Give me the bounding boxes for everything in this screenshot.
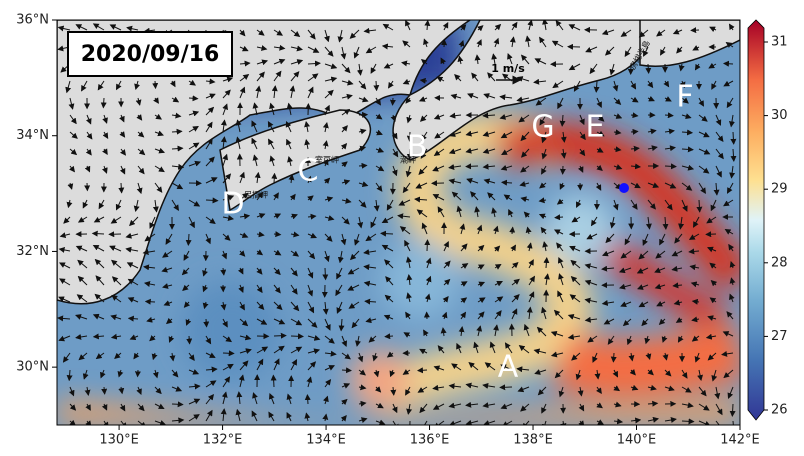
vector — [274, 335, 286, 336]
vector — [665, 115, 673, 116]
vector — [342, 370, 351, 371]
region-label: E — [586, 110, 605, 145]
vector — [172, 404, 183, 405]
vector — [613, 353, 614, 362]
vector — [648, 403, 657, 404]
vector — [381, 233, 393, 234]
vector — [500, 387, 512, 388]
region-label: D — [221, 187, 244, 222]
vector — [359, 165, 367, 166]
place-label: 足摺岬 — [244, 190, 268, 200]
vector — [732, 404, 733, 416]
colorbar-tick-label: 28 — [771, 255, 788, 270]
vector — [325, 268, 326, 279]
vector — [307, 395, 308, 404]
vector — [155, 81, 156, 88]
region-label: A — [498, 350, 519, 385]
vector — [385, 336, 393, 337]
vector — [631, 131, 638, 132]
vector — [724, 63, 733, 64]
vector — [733, 132, 734, 144]
y-tick-label: 32°N — [16, 244, 49, 259]
vector — [172, 131, 182, 132]
x-tick-label: 134°E — [306, 433, 346, 448]
vector — [273, 376, 274, 387]
y-tick-label: 34°N — [16, 128, 49, 143]
date-label: 2020/09/16 — [81, 42, 220, 67]
sst-field — [57, 19, 740, 432]
vector — [146, 301, 155, 302]
y-tick-label: 36°N — [16, 13, 49, 28]
vector — [188, 234, 189, 245]
place-label: 室戸岬 — [315, 155, 339, 165]
x-tick-label: 138°E — [513, 433, 553, 448]
vector — [682, 421, 694, 422]
region-label: G — [531, 110, 554, 145]
vector — [189, 336, 190, 344]
y-tick-label: 30°N — [16, 360, 49, 375]
vector — [93, 233, 104, 234]
vector — [103, 98, 104, 107]
x-tick-label: 130°E — [99, 433, 139, 448]
scale-label: 1 m/s — [491, 62, 525, 75]
colorbar: 26 27 28 29 30 31 — [748, 20, 788, 420]
vector — [206, 319, 207, 327]
vector — [648, 64, 649, 73]
vector — [274, 174, 275, 183]
vector — [555, 217, 563, 218]
colorbar-tick-label: 30 — [771, 108, 788, 123]
vector — [665, 166, 676, 167]
vector — [376, 81, 377, 90]
vector — [189, 98, 198, 99]
vector — [206, 200, 218, 201]
vector — [418, 370, 427, 371]
vector — [104, 387, 105, 394]
vector — [512, 227, 513, 234]
station-dot — [619, 183, 629, 193]
colorbar-tick-label: 27 — [771, 329, 788, 344]
x-tick-label: 140°E — [617, 433, 657, 448]
colorbar-tick-label: 31 — [771, 35, 788, 50]
x-tick-label: 142°E — [720, 433, 760, 448]
vector — [699, 200, 700, 212]
place-label: 潮岬 — [400, 155, 416, 165]
vector — [121, 183, 122, 193]
vector — [274, 234, 280, 235]
x-tick-label: 136°E — [410, 433, 450, 448]
colorbar-tick-label: 26 — [771, 403, 788, 418]
vector — [466, 166, 478, 167]
region-label: F — [676, 80, 693, 115]
x-tick-label: 132°E — [203, 433, 243, 448]
colorbar-tick-label: 29 — [771, 182, 788, 197]
